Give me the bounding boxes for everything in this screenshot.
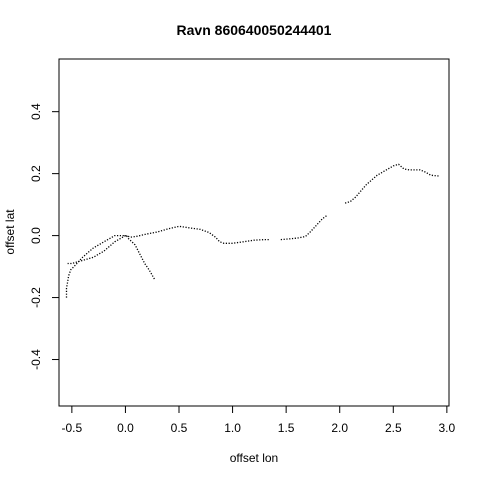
y-tick-label: -0.2 <box>29 287 43 308</box>
x-tick-label: 0.5 <box>171 421 188 435</box>
x-axis: -0.5 0.0 0.5 1.0 1.5 2.0 2.5 3.0 <box>62 406 456 435</box>
y-tick-label: -0.4 <box>29 349 43 370</box>
x-tick-label: 0.0 <box>117 421 134 435</box>
x-tick-label: 1.5 <box>278 421 295 435</box>
y-tick-label: 0.4 <box>29 103 43 120</box>
plot-frame <box>58 58 450 407</box>
y-tick-label: 0.0 <box>29 227 43 244</box>
plot-area <box>65 163 440 298</box>
x-tick-label: 2.5 <box>385 421 402 435</box>
track-segment-1 <box>125 235 155 280</box>
y-axis-label: offset lat <box>3 209 17 255</box>
x-tick-label: 3.0 <box>439 421 456 435</box>
track-segment-4 <box>280 214 328 241</box>
y-tick-label: 0.2 <box>29 165 43 182</box>
x-axis-label: offset lon <box>230 451 278 465</box>
track-segment-3 <box>65 225 271 298</box>
chart-title: Ravn 860640050244401 <box>177 22 332 38</box>
track-segment-5 <box>344 163 440 204</box>
x-tick-label: -0.5 <box>62 421 83 435</box>
track-segment-2 <box>67 235 126 265</box>
x-tick-label: 1.0 <box>224 421 241 435</box>
x-tick-label: 2.0 <box>331 421 348 435</box>
y-axis: -0.4 -0.2 0.0 0.2 0.4 <box>29 103 59 370</box>
